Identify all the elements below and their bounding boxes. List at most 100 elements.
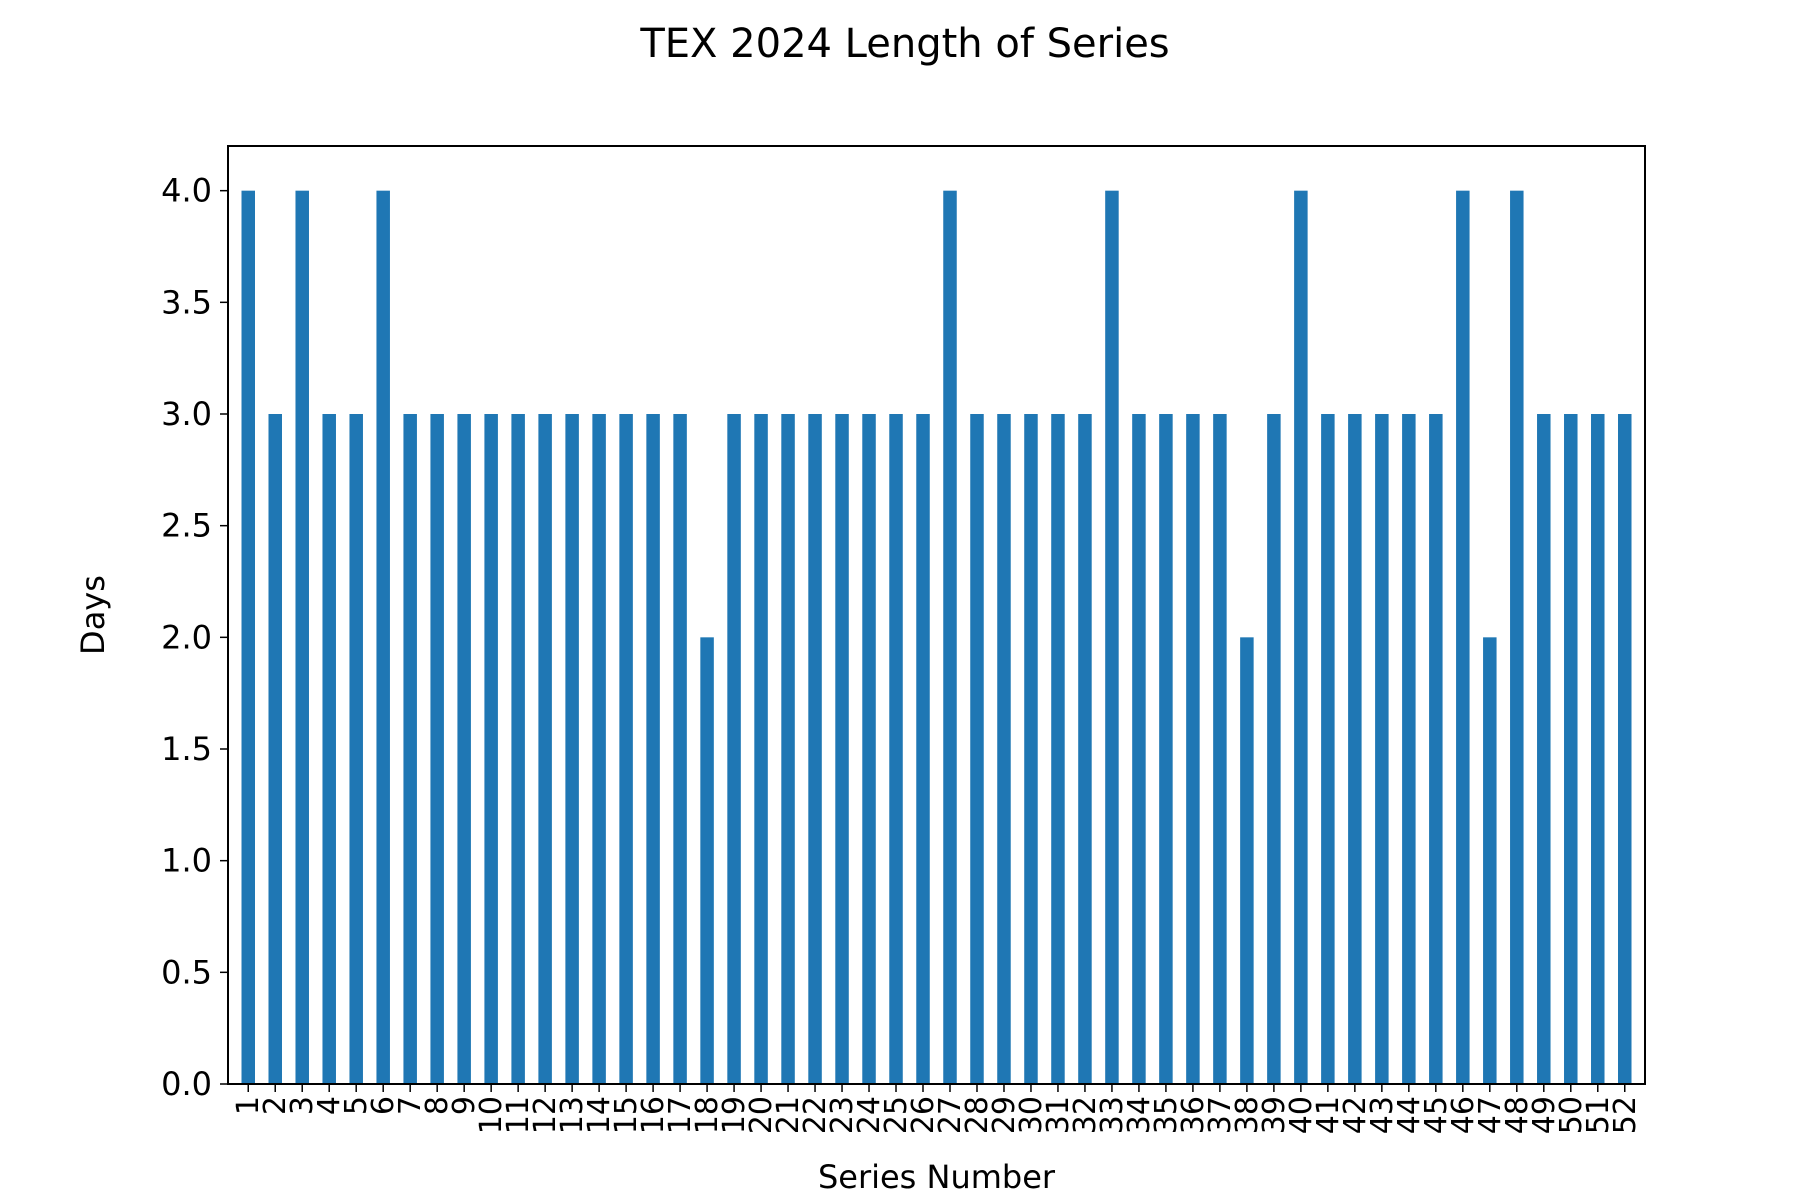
bar-series-13 (565, 414, 579, 1084)
x-tick-label: 36 (1176, 1096, 1211, 1134)
bar-series-40 (1294, 190, 1308, 1085)
x-tick-label: 7 (393, 1096, 428, 1115)
bar-series-18 (700, 637, 714, 1084)
x-tick-label: 38 (1230, 1096, 1265, 1134)
bar-series-31 (1051, 414, 1065, 1084)
x-tick-label: 4 (312, 1096, 347, 1115)
y-tick-label: 2.0 (161, 618, 212, 656)
x-tick-label: 37 (1203, 1096, 1238, 1134)
x-tick-label: 24 (852, 1096, 887, 1134)
bar-series-10 (484, 414, 498, 1084)
x-tick-label: 3 (285, 1096, 320, 1115)
x-tick-label: 13 (555, 1096, 590, 1134)
bar-series-9 (457, 414, 471, 1084)
bar-series-19 (727, 414, 741, 1084)
bar-series-1 (241, 190, 255, 1085)
bar-series-30 (1024, 414, 1038, 1084)
y-tick-label: 4.0 (161, 172, 212, 210)
bar-series-36 (1186, 414, 1200, 1084)
bar-series-26 (916, 414, 930, 1084)
x-axis: 1234567891011121314151617181920212223242… (231, 1084, 1643, 1134)
x-tick-label: 22 (798, 1096, 833, 1134)
x-tick-label: 12 (528, 1096, 563, 1134)
bars-group (241, 190, 1632, 1085)
x-tick-label: 16 (636, 1096, 671, 1134)
y-tick-label: 1.0 (161, 842, 212, 880)
bar-series-23 (835, 414, 849, 1084)
bar-series-45 (1429, 414, 1443, 1084)
bar-series-52 (1618, 414, 1632, 1084)
x-tick-label: 21 (771, 1096, 806, 1134)
x-tick-label: 8 (420, 1096, 455, 1115)
x-tick-label: 47 (1473, 1096, 1508, 1134)
x-tick-label: 48 (1500, 1096, 1535, 1134)
chart-title: TEX 2024 Length of Series (639, 21, 1169, 67)
bar-series-3 (295, 190, 309, 1085)
x-tick-label: 28 (960, 1096, 995, 1134)
x-tick-label: 39 (1257, 1096, 1292, 1134)
bar-series-50 (1564, 414, 1578, 1084)
bar-series-14 (592, 414, 606, 1084)
x-tick-label: 10 (474, 1096, 509, 1134)
x-tick-label: 5 (339, 1096, 374, 1115)
x-tick-label: 40 (1284, 1096, 1319, 1134)
bar-series-28 (970, 414, 984, 1084)
x-tick-label: 19 (717, 1096, 752, 1134)
x-tick-label: 2 (258, 1096, 293, 1115)
bar-series-32 (1078, 414, 1092, 1084)
bar-series-17 (673, 414, 687, 1084)
x-tick-label: 29 (987, 1096, 1022, 1134)
bar-series-4 (322, 414, 336, 1084)
bar-series-35 (1159, 414, 1173, 1084)
bar-series-47 (1483, 637, 1497, 1084)
bar-series-34 (1132, 414, 1146, 1084)
y-axis: 0.0 0.5 1.0 1.5 2.0 2.5 3.0 3.5 4.0 (161, 172, 228, 1103)
x-axis-label: Series Number (818, 1158, 1056, 1196)
x-tick-label: 50 (1554, 1096, 1589, 1134)
bar-series-51 (1591, 414, 1605, 1084)
bar-series-39 (1267, 414, 1281, 1084)
x-tick-label: 26 (906, 1096, 941, 1134)
x-tick-label: 23 (825, 1096, 860, 1134)
bar-series-8 (430, 414, 444, 1084)
x-tick-label: 11 (501, 1096, 536, 1134)
y-tick-label: 0.0 (161, 1065, 212, 1103)
bar-series-16 (646, 414, 660, 1084)
bar-series-11 (511, 414, 525, 1084)
x-tick-label: 9 (447, 1096, 482, 1115)
bar-series-27 (943, 190, 957, 1085)
x-tick-label: 20 (744, 1096, 779, 1134)
bar-series-2 (268, 414, 282, 1084)
x-tick-label: 51 (1581, 1096, 1616, 1134)
bar-series-12 (538, 414, 552, 1084)
y-tick-label: 3.5 (161, 283, 212, 321)
plot-frame (227, 145, 1646, 1085)
x-tick-label: 52 (1608, 1096, 1643, 1134)
bar-series-37 (1213, 414, 1227, 1084)
x-tick-label: 31 (1041, 1096, 1076, 1134)
x-tick-label: 34 (1122, 1096, 1157, 1134)
x-tick-label: 46 (1446, 1096, 1481, 1134)
x-tick-label: 25 (879, 1096, 914, 1134)
bar-series-22 (808, 414, 822, 1084)
bar-series-15 (619, 414, 633, 1084)
bar-series-24 (862, 414, 876, 1084)
x-tick-label: 6 (366, 1096, 401, 1115)
bar-series-48 (1510, 190, 1524, 1085)
x-tick-label: 30 (1014, 1096, 1049, 1134)
bar-series-41 (1321, 414, 1335, 1084)
x-tick-label: 41 (1311, 1096, 1346, 1134)
bar-series-42 (1348, 414, 1362, 1084)
bar-series-21 (781, 414, 795, 1084)
x-tick-label: 43 (1365, 1096, 1400, 1134)
x-tick-label: 49 (1527, 1096, 1562, 1134)
bar-series-49 (1537, 414, 1551, 1084)
bar-series-43 (1375, 414, 1389, 1084)
y-tick-label: 3.0 (161, 395, 212, 433)
bar-series-33 (1105, 190, 1119, 1085)
y-tick-label: 2.5 (161, 507, 212, 545)
x-tick-label: 17 (663, 1096, 698, 1134)
bar-series-5 (349, 414, 363, 1084)
x-tick-label: 42 (1338, 1096, 1373, 1134)
